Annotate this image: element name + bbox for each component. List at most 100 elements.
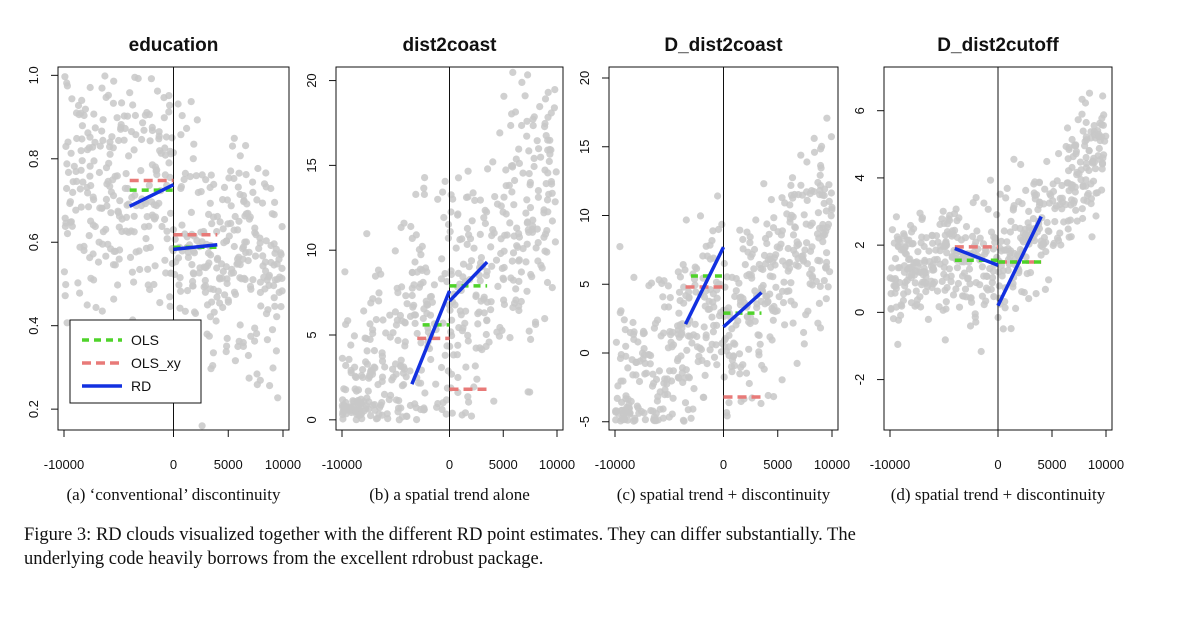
data-point [176,304,184,312]
data-point [743,228,751,236]
data-point [541,247,549,255]
data-point [222,348,230,356]
data-point [413,329,421,338]
data-point [660,329,668,337]
data-point [483,268,491,276]
data-point [189,277,197,286]
data-point [61,73,69,81]
data-point [544,113,552,121]
data-point [391,308,399,316]
data-point [510,201,518,209]
data-point [85,232,93,240]
data-point [887,290,895,298]
panel-title: D_dist2coast [664,35,783,56]
data-point [406,367,414,375]
data-point [827,133,836,141]
data-point [523,287,531,295]
data-point [730,362,739,370]
data-point [487,298,495,306]
data-point [804,307,812,315]
data-point [350,332,358,340]
data-point [355,402,363,410]
data-point [708,313,716,321]
data-point [535,145,543,153]
data-point [1062,201,1070,209]
data-point [741,261,749,269]
data-point [230,134,238,142]
data-point [247,332,255,340]
data-point [78,122,86,130]
data-point [925,247,933,255]
data-point [666,294,674,302]
data-point [669,394,677,402]
data-point [98,307,106,315]
data-point [917,239,925,247]
data-point [1064,155,1072,163]
data-point [342,320,350,328]
data-point [160,114,168,122]
data-point [271,198,279,206]
data-point [393,284,401,292]
data-point [1044,227,1052,235]
data-point [63,160,71,168]
data-point [447,370,456,378]
data-point [913,296,922,304]
data-point [420,190,428,198]
data-point [942,298,950,306]
data-point [464,393,472,401]
data-point [770,214,778,222]
data-point [411,258,419,266]
data-point [409,303,417,311]
data-point [367,299,375,307]
data-point [766,252,774,260]
data-point [235,337,243,345]
data-point [61,292,69,300]
data-point [270,282,278,290]
data-point [530,154,538,162]
rd-estimate-line [722,291,763,329]
data-point [521,92,529,100]
data-point [755,351,763,359]
y-tick-label: 0.2 [26,400,41,418]
data-point [113,114,121,122]
data-point [544,208,552,216]
y-tick-label: 0.8 [26,150,41,168]
data-point [1025,295,1033,303]
panel-subtitle: (b) a spatial trend alone [369,485,530,504]
data-point [121,184,129,192]
data-point [378,357,387,365]
data-point [84,129,92,137]
data-point [197,188,205,196]
x-tick-label: 5000 [763,457,792,472]
data-point [1072,150,1080,158]
data-point [945,216,954,224]
data-point [746,319,754,328]
data-point [146,243,154,252]
data-point [158,222,166,231]
data-point [490,397,498,405]
data-point [140,126,148,134]
data-point [763,298,772,307]
data-point [537,153,545,161]
data-point [98,84,106,92]
data-point [826,268,834,276]
data-point [459,260,468,268]
data-point [713,361,721,369]
data-point [391,247,399,255]
data-point [800,340,808,348]
data-point [481,219,489,228]
data-point [272,347,280,355]
data-point [518,78,526,86]
data-point [1038,243,1046,251]
data-point [1064,225,1072,233]
data-point [760,365,768,373]
data-point [379,316,387,324]
data-point [635,409,643,417]
data-point [515,256,523,264]
legend-label: OLS_xy [131,355,181,371]
data-point [655,367,664,375]
data-point [799,256,807,264]
data-point [789,319,797,327]
data-point [63,319,71,327]
data-point [534,257,542,265]
